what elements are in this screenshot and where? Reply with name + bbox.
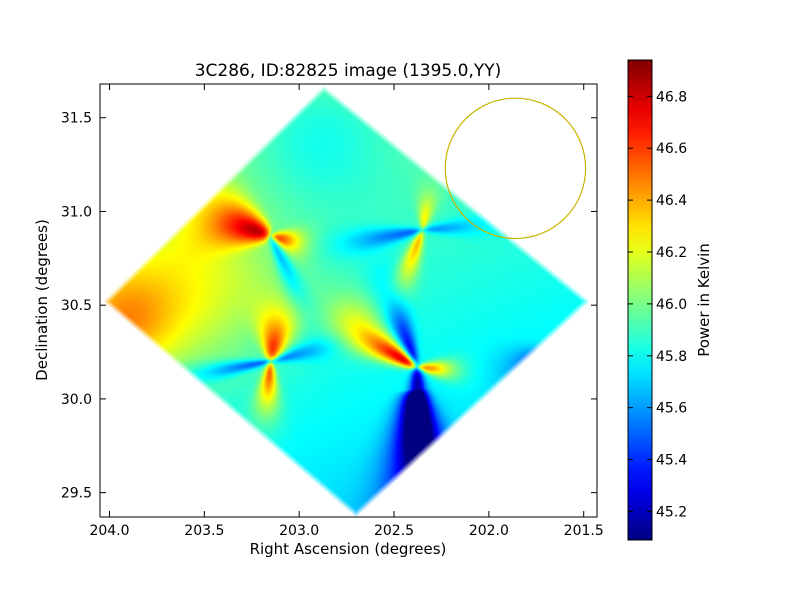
y-tick-label: 29.5 bbox=[61, 486, 92, 502]
x-tick-label: 203.5 bbox=[184, 523, 224, 539]
colorbar: 45.2 45.4 45.6 45.8 46.0 46.2 46.4 46.6 46.8 Pow… bbox=[627, 59, 713, 541]
y-tick-label: 30.5 bbox=[61, 298, 92, 314]
plot-frame bbox=[99, 83, 598, 518]
x-tick-label: 204.0 bbox=[89, 523, 129, 539]
y-tick-label: 31.5 bbox=[61, 111, 92, 127]
colorbar-tick-label: 45.8 bbox=[656, 349, 687, 365]
colorbar-tick-label: 46.4 bbox=[656, 193, 687, 209]
y-tick-label: 30.0 bbox=[61, 392, 92, 408]
colorbar-tick-label: 46.8 bbox=[656, 89, 687, 105]
colorbar-tick-label: 45.6 bbox=[656, 401, 687, 417]
x-axis-label: Right Ascension (degrees) bbox=[250, 540, 447, 558]
heatmap-image bbox=[100, 84, 597, 517]
x-tick-label: 202.5 bbox=[374, 523, 414, 539]
overlay-layer bbox=[444, 97, 587, 240]
x-axis: 204.0 203.5 203.0 202.5 202.0 201.5 bbox=[89, 84, 604, 539]
colorbar-tick-label: 46.0 bbox=[656, 297, 687, 313]
y-tick-label: 31.0 bbox=[61, 204, 92, 220]
colorbar-strip bbox=[627, 59, 653, 541]
y-axis: 29.5 30.0 30.5 31.0 31.5 bbox=[61, 111, 597, 502]
colorbar-label: Power in Kelvin bbox=[695, 243, 713, 357]
chart-title: 3C286, ID:82825 image (1395.0,YY) bbox=[195, 61, 502, 81]
x-tick-label: 202.0 bbox=[469, 523, 509, 539]
x-tick-label: 203.0 bbox=[279, 523, 319, 539]
colorbar-tick-label: 45.4 bbox=[656, 453, 687, 469]
colorbar-tick-label: 45.2 bbox=[656, 504, 687, 520]
y-axis-label: Declination (degrees) bbox=[33, 219, 51, 381]
plot-area bbox=[99, 83, 598, 518]
x-tick-label: 201.5 bbox=[564, 523, 604, 539]
colorbar-tick-label: 46.2 bbox=[656, 245, 687, 261]
colorbar-tick-label: 46.6 bbox=[656, 141, 687, 157]
colorbar-ticks: 45.2 45.4 45.6 45.8 46.0 46.2 46.4 46.6 46.8 bbox=[628, 89, 687, 520]
beam-circle bbox=[444, 97, 587, 240]
